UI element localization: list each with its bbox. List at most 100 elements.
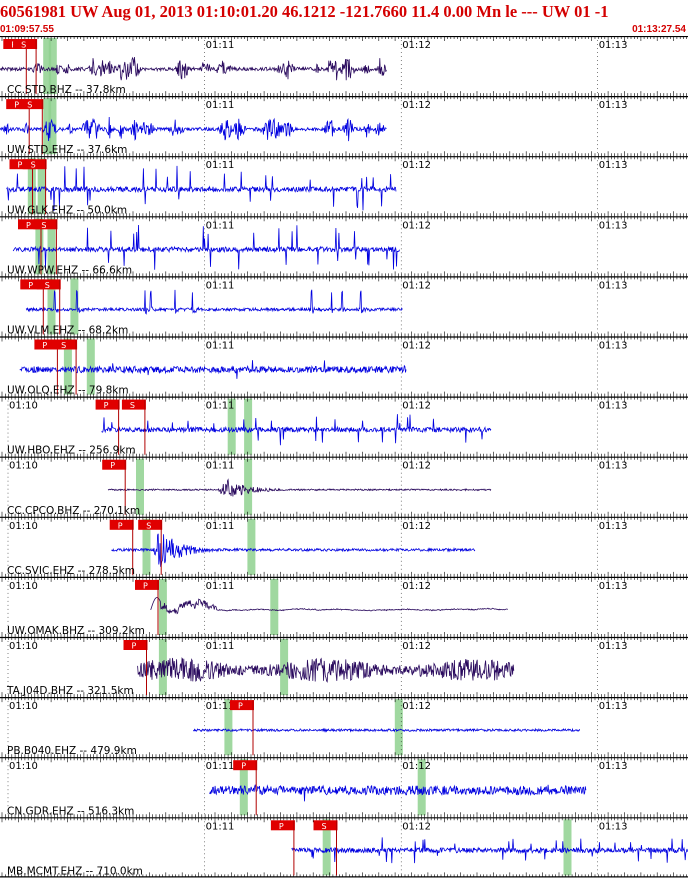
minute-tick-label: 01:11 bbox=[206, 581, 235, 592]
waveform-trace bbox=[12, 224, 400, 270]
minute-tick-label: 01:11 bbox=[206, 641, 235, 652]
green-band-marker bbox=[43, 38, 52, 95]
station-channel-label: UW.WPW.EHZ -- 66.6km bbox=[7, 264, 132, 276]
panel-10: 01:10 01:11 01:12 01:13 P UW.OMAK.BHZ -- 309.… bbox=[0, 576, 688, 637]
minute-tick-label: 01:13 bbox=[599, 220, 628, 231]
panel-4: 01:11 01:12 01:13 P S UW.WPW.EHZ -- 66.6km bbox=[0, 216, 688, 277]
minute-tick-label: 01:13 bbox=[599, 521, 628, 532]
minute-tick-label: 01:13 bbox=[599, 160, 628, 171]
minute-tick-label: 01:12 bbox=[402, 641, 431, 652]
minute-tick-label: 01:12 bbox=[402, 461, 431, 472]
station-channel-label: CC.STD.BHZ -- 37.8km bbox=[7, 84, 126, 96]
green-band-marker bbox=[244, 458, 253, 515]
waveform-trace bbox=[150, 597, 508, 615]
window-start-time: 01:09:57.55 bbox=[0, 24, 54, 35]
station-channel-label: TA.J04D.BHZ -- 321.5km bbox=[6, 685, 134, 697]
minute-tick-label: 01:12 bbox=[402, 100, 431, 111]
pick-marker-box bbox=[138, 519, 163, 530]
pick-phase-label: S bbox=[27, 101, 32, 110]
minute-tick-label: 01:13 bbox=[599, 581, 628, 592]
pick-marker-box bbox=[102, 459, 127, 470]
panel-8: 01:10 01:11 01:12 01:13 P CC.CPCO.BHZ -- 270.… bbox=[0, 456, 688, 517]
green-band-marker bbox=[37, 158, 46, 215]
green-band-marker bbox=[136, 458, 144, 515]
green-band-marker bbox=[270, 578, 279, 635]
green-band-marker bbox=[244, 398, 253, 455]
station-channel-label: UW.GLK.EHZ -- 50.0km bbox=[7, 204, 127, 216]
pick-marker-box bbox=[19, 99, 44, 110]
pick-marker-box bbox=[36, 279, 61, 290]
pick-marker-box bbox=[6, 99, 31, 110]
minute-tick-label: 01:12 bbox=[402, 521, 431, 532]
pick-marker-box bbox=[123, 640, 148, 650]
station-channel-label: UW.OMAK.BHZ -- 309.2km bbox=[7, 625, 145, 637]
pick-phase-label: P bbox=[26, 221, 31, 230]
minute-tick-label: 01:11 bbox=[206, 100, 235, 111]
pick-phase-label: P bbox=[110, 461, 115, 470]
minute-tick-label: 01:11 bbox=[206, 160, 235, 171]
pick-marker-box bbox=[109, 519, 134, 530]
minute-tick-label: 01:10 bbox=[9, 461, 38, 472]
pick-phase-label: P bbox=[118, 521, 123, 530]
minute-tick-label: 01:13 bbox=[599, 641, 628, 652]
pick-phase-label: S bbox=[146, 521, 151, 530]
pick-marker-box bbox=[9, 159, 34, 170]
minute-tick-label: 01:11 bbox=[206, 280, 235, 291]
pick-marker-box bbox=[34, 339, 59, 350]
green-band-marker bbox=[142, 518, 151, 575]
pick-marker-box bbox=[20, 279, 45, 290]
minute-tick-label: 01:11 bbox=[206, 461, 235, 472]
pick-phase-label: S bbox=[21, 41, 26, 50]
minute-tick-label: 01:11 bbox=[206, 220, 235, 231]
panel-6: 01:11 01:12 01:13 P S UW.OLQ.EHZ -- 79.8km bbox=[0, 336, 688, 397]
pick-phase-label: S bbox=[31, 161, 36, 170]
pick-marker-box bbox=[53, 339, 78, 350]
pick-phase-label: P bbox=[132, 642, 137, 651]
waveform-trace bbox=[107, 478, 492, 497]
pick-phase-label: P bbox=[18, 161, 23, 170]
green-band-marker bbox=[394, 699, 403, 756]
pick-phase-label: P bbox=[14, 101, 19, 110]
green-band-marker bbox=[63, 338, 72, 395]
minute-tick-label: 01:11 bbox=[206, 521, 235, 532]
pick-phase-label: P bbox=[28, 281, 33, 290]
panel-5: 01:11 01:12 01:13 P S UW.VLM.EHZ -- 68.2km bbox=[0, 276, 688, 337]
station-channel-label: CC.CPCO.BHZ -- 270.1km bbox=[7, 505, 140, 517]
pick-marker-box bbox=[95, 399, 120, 410]
minute-tick-label: 01:11 bbox=[206, 401, 235, 412]
event-header-title: 60561981 UW Aug 01, 2013 01:10:01.20 46.… bbox=[0, 2, 609, 21]
green-band-marker bbox=[48, 38, 57, 95]
station-channel-label: UW.OLQ.EHZ -- 79.8km bbox=[7, 385, 129, 397]
minute-tick-label: 01:12 bbox=[402, 341, 431, 352]
green-band-marker bbox=[224, 699, 233, 756]
minute-tick-label: 01:12 bbox=[402, 581, 431, 592]
minute-tick-label: 01:12 bbox=[402, 160, 431, 171]
green-band-marker bbox=[227, 398, 236, 455]
minute-tick-label: 01:13 bbox=[599, 461, 628, 472]
pick-marker-box bbox=[135, 579, 159, 590]
minute-tick-label: 01:13 bbox=[599, 280, 628, 291]
minute-tick-label: 01:11 bbox=[206, 40, 235, 51]
pick-phase-label: P bbox=[143, 581, 148, 590]
minute-tick-label: 01:10 bbox=[9, 401, 38, 412]
minute-tick-label: 01:13 bbox=[599, 100, 628, 111]
pick-phase-label: S bbox=[45, 281, 50, 290]
minute-tick-label: 01:12 bbox=[402, 401, 431, 412]
pick-phase-label: P bbox=[42, 341, 47, 350]
panel-11: 01:10 01:11 01:12 01:13 P TA.J04D.BHZ -- 321.… bbox=[0, 636, 688, 698]
panel-7: 01:10 01:11 01:12 01:13 P S UW.HBO.EHZ -- 256.… bbox=[0, 396, 688, 457]
station-channel-label: UW.HBO.EHZ -- 256.9km bbox=[7, 445, 136, 457]
green-band-marker bbox=[27, 158, 36, 215]
pick-phase-label: S bbox=[41, 221, 46, 230]
panel-9: 01:10 01:11 01:12 01:13 P S CC.SVIC.EHZ -- 278… bbox=[0, 516, 688, 577]
green-band-marker bbox=[247, 518, 256, 575]
waveform-trace bbox=[25, 289, 403, 315]
minute-tick-label: 01:10 bbox=[9, 521, 38, 532]
waveform-trace bbox=[101, 414, 492, 446]
green-band-marker bbox=[70, 278, 79, 335]
waveform-trace bbox=[0, 116, 387, 142]
pick-marker-box bbox=[22, 159, 47, 170]
